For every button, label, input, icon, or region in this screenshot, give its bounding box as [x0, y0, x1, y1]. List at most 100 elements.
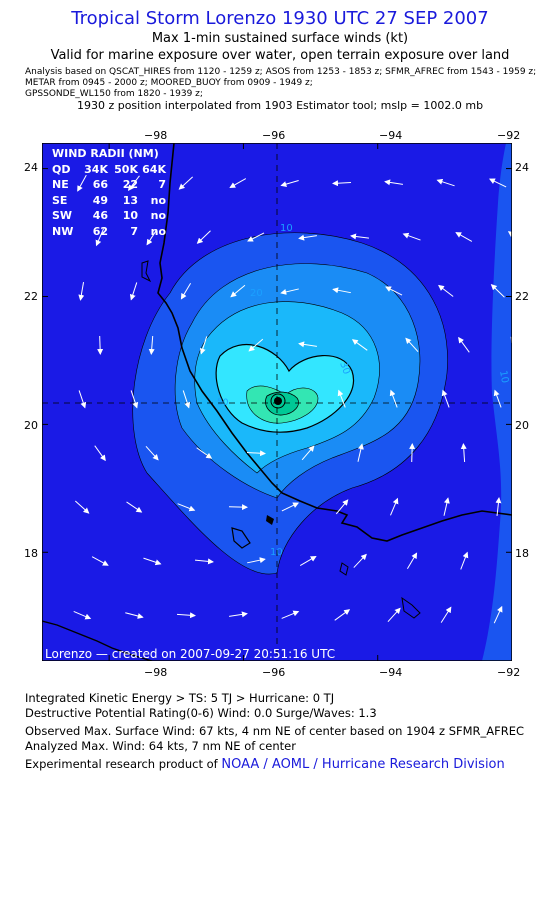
- wind-vector-arrow: [182, 390, 191, 409]
- lat-tick-left: 20: [24, 419, 38, 432]
- wind-vector-arrow: [145, 445, 159, 461]
- cell: no: [150, 224, 166, 238]
- wind-vector-arrow: [298, 341, 317, 348]
- lon-tick-top: −98: [144, 129, 168, 142]
- wind-vector-arrow: [458, 336, 470, 353]
- position-interpolation-note: 1930 z position interpolated from 1903 E…: [76, 99, 484, 112]
- cell: 66: [92, 178, 108, 191]
- wind-vector-arrow: [94, 445, 106, 462]
- coastline-yucatan: [42, 620, 153, 661]
- wind-vector-arrow: [438, 284, 454, 297]
- lon-tick-bottom: −96: [262, 666, 286, 679]
- analysis-sources-line2: METAR from 0945 - 2000 z; MOORED_BUOY fr…: [25, 78, 313, 88]
- wind-vector-arrow: [74, 500, 90, 514]
- wind-vector-arrow: [246, 450, 266, 457]
- wind-vector-arrow: [180, 282, 192, 300]
- wind-vector-arrow: [73, 611, 92, 620]
- wind-field-map: 10 20 30 50 10 10: [42, 143, 512, 661]
- wind-vector-arrow: [493, 389, 502, 408]
- wind-vector-arrow: [385, 286, 403, 296]
- wind-vector-arrow: [402, 232, 421, 241]
- cell: 62: [92, 224, 108, 238]
- wind-vector-arrow: [78, 282, 85, 301]
- analysis-sources-line3: GPSSONDE_WL150 from 1820 - 1939 z;: [25, 89, 203, 99]
- wind-vector-arrow: [332, 180, 352, 187]
- wind-vector-arrow: [129, 282, 138, 301]
- coastal-lagoon: [141, 260, 152, 283]
- wind-vector-arrow: [387, 607, 401, 623]
- wind-vector-arrow: [488, 178, 507, 188]
- subtitle-winds: Max 1-min sustained surface winds (kt): [151, 31, 409, 46]
- wind-vector-arrow: [337, 389, 346, 408]
- lon-tick-bottom: −98: [144, 666, 168, 679]
- wind-vector-arrow: [409, 442, 416, 463]
- island-east: [401, 596, 421, 619]
- lat-tick-left: 24: [24, 161, 38, 174]
- wind-vector-arrow: [194, 558, 214, 565]
- wind-vector-arrow: [146, 229, 158, 246]
- wind-vector-arrow: [384, 179, 403, 186]
- observed-max-wind: Observed Max. Surface Wind: 67 kts, 4 nm…: [25, 724, 525, 738]
- wind-vectors: [73, 174, 512, 624]
- wind-vector-arrow: [281, 610, 300, 619]
- hrd-link[interactable]: NOAA / AOML / Hurricane Research Divisio…: [221, 757, 505, 772]
- lat-tick-left: 22: [24, 290, 38, 303]
- contour-label-10: 10: [280, 223, 293, 234]
- wind-vector-arrow: [97, 335, 104, 356]
- wind-vector-arrow: [247, 232, 265, 242]
- lat-tick-right: 24: [515, 161, 529, 174]
- wind-vector-arrow: [353, 553, 367, 568]
- island-lake: [339, 562, 349, 576]
- subtitle-exposure: Valid for marine exposure over water, op…: [50, 48, 510, 63]
- wind-radii-row-sw: SW 46 10 no: [52, 208, 166, 224]
- wind-vector-arrow: [229, 611, 248, 618]
- wind-radii-table: WIND RADII (NM) QD 34K 50K 64K NE 66 22 7 SE 49…: [52, 146, 166, 239]
- wind-vector-arrow: [334, 609, 351, 621]
- wind-radii-header-row: QD 34K 50K 64K: [52, 162, 166, 178]
- wind-vector-arrow: [301, 445, 315, 461]
- analysis-sources-line1: Analysis based on QSCAT_HIRES from 1120 …: [25, 67, 537, 77]
- wind-radii-row-se: SE 49 13 no: [52, 193, 166, 209]
- wind-vector-arrow: [351, 339, 368, 351]
- island: [266, 515, 274, 525]
- lon-tick-bottom: −92: [497, 666, 521, 679]
- wind-vector-arrow: [436, 178, 455, 187]
- cell: SW: [52, 209, 73, 222]
- wind-vector-arrow: [176, 612, 196, 619]
- cell: 49: [92, 193, 108, 207]
- wind-vector-arrow: [126, 501, 143, 513]
- wind-vector-arrow: [148, 335, 155, 355]
- wind-vector-arrow: [229, 178, 247, 188]
- wind-vector-arrow: [280, 179, 299, 188]
- cell: 22: [122, 178, 138, 191]
- wind-radii-col-64k: 64K: [142, 162, 166, 176]
- cell: SE: [52, 193, 68, 207]
- cell: NW: [52, 224, 74, 238]
- cell: no: [150, 209, 166, 222]
- wind-vector-arrow: [405, 337, 419, 353]
- contour-label-10-east: 10: [497, 370, 510, 384]
- wind-vector-arrow: [440, 606, 452, 623]
- wind-vector-arrow: [230, 284, 246, 298]
- lat-tick-right: 22: [515, 290, 529, 303]
- wind-radii-row-ne: NE 66 22 7: [52, 177, 166, 193]
- lon-tick-top: −92: [497, 129, 521, 142]
- wind-vector-arrow: [298, 234, 317, 241]
- wind-vector-arrow: [507, 231, 512, 238]
- wind-vector-arrow: [455, 232, 473, 242]
- lat-tick-right: 20: [515, 419, 529, 432]
- wind-vector-arrow: [177, 503, 196, 512]
- cell: 7: [130, 224, 138, 238]
- cell: 7: [158, 178, 166, 191]
- wind-vector-arrow: [460, 443, 467, 463]
- wind-vector-arrow: [441, 389, 450, 408]
- research-credit-label: Experimental research product of: [25, 757, 222, 771]
- contour-label-30: 30: [337, 360, 352, 376]
- dpr-line: Destructive Potential Rating(0-6) Wind: …: [25, 706, 377, 720]
- wind-vector-arrow: [78, 390, 87, 409]
- wind-vector-arrow: [389, 389, 398, 408]
- wind-vector-arrow: [350, 233, 370, 240]
- wind-vector-arrow: [125, 612, 144, 619]
- wind-vector-arrow: [335, 499, 349, 515]
- wind-vector-arrow: [299, 555, 317, 566]
